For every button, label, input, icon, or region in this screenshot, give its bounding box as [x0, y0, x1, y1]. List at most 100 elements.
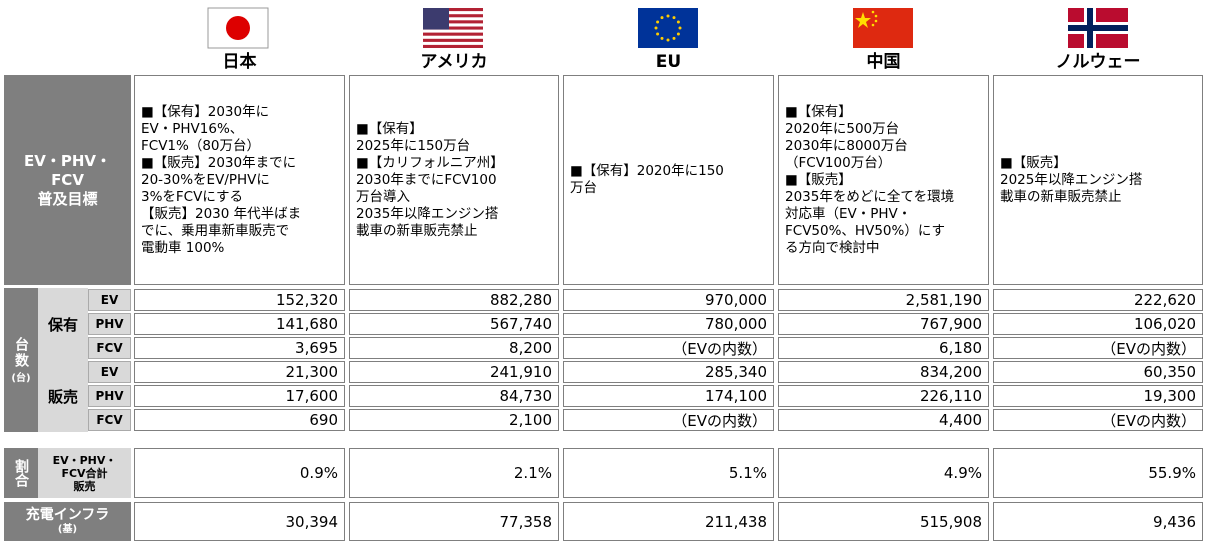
- target-line: 2025年に150万台: [356, 137, 471, 154]
- target-line: 電動車 100%: [141, 239, 225, 256]
- target-line: ■【カリフォルニア州】: [356, 154, 504, 171]
- target-line: 20-30%をEV/PHVに: [141, 171, 270, 188]
- value-cell: 690: [134, 409, 345, 431]
- target-line: EV・PHV16%、: [141, 120, 244, 137]
- target-line: 載車の新車販売禁止: [1000, 188, 1122, 205]
- flag-eu: [638, 8, 698, 48]
- infra-label-text: 充電インフラ: [25, 507, 110, 523]
- flags: [207, 7, 1128, 49]
- value-cell: （EVの内数）: [993, 337, 1203, 359]
- country-name: アメリカ: [420, 52, 488, 72]
- infra-unit: (基): [57, 524, 78, 535]
- value-cell: 17,600: [134, 385, 345, 407]
- target-line: でに、乗用車新車販売で: [141, 222, 290, 239]
- value-cell: 60,350: [993, 361, 1203, 383]
- target-line: ■【保有】2020年に150: [570, 163, 724, 179]
- flag-china: [853, 8, 913, 48]
- target-line: 万台導入: [356, 188, 410, 205]
- value-cell: （EVの内数）: [563, 337, 774, 359]
- infra-cell: 515,908: [778, 502, 989, 541]
- country-name: ノルウェー: [1055, 52, 1141, 72]
- target-line: （FCV100万台）: [785, 154, 892, 171]
- target-line: ■【販売】2030年までに: [141, 154, 297, 171]
- row-label: EV: [88, 289, 131, 311]
- share-cell: 4.9%: [778, 448, 989, 498]
- flag-usa: [423, 8, 483, 48]
- value-cell: 106,020: [993, 313, 1203, 335]
- target-cell: ■【保有】2020年に150 万台: [563, 75, 774, 285]
- target-label-line: 普及目標: [37, 189, 98, 208]
- target-label-line: EV・PHV・: [23, 151, 111, 170]
- value-cell: 174,100: [563, 385, 774, 407]
- value-cell: 970,000: [563, 289, 774, 311]
- target-line: ■【保有】2030年に: [141, 103, 270, 120]
- target-line: 2025年以降エンジン搭: [1000, 171, 1143, 188]
- value-cell: 222,620: [993, 289, 1203, 311]
- target-line: 2020年に500万台: [785, 120, 900, 137]
- value-cell: 226,110: [778, 385, 989, 407]
- target-label-line: FCV: [51, 170, 84, 189]
- target-line: 載車の新車販売禁止: [356, 222, 478, 239]
- target-line: 2030年までにFCV100: [356, 171, 497, 188]
- share-cell: 0.9%: [134, 448, 345, 498]
- value-cell: 84,730: [349, 385, 559, 407]
- value-cell: 567,740: [349, 313, 559, 335]
- target-line: る方向で検討中: [785, 239, 880, 256]
- target-line: FCV1%（80万台）: [141, 137, 261, 154]
- share-cell: 2.1%: [349, 448, 559, 498]
- value-cell: 780,000: [563, 313, 774, 335]
- value-cell: （EVの内数）: [563, 409, 774, 431]
- count-unit: (台): [11, 372, 31, 384]
- target-line: 対応車（EV・PHV・: [785, 205, 912, 222]
- target-line: ■【保有】: [356, 120, 423, 137]
- value-cell: 141,680: [134, 313, 345, 335]
- share-sublabel-line: FCV合計: [61, 466, 108, 480]
- target-line: FCV50%、HV50%）にす: [785, 222, 945, 239]
- row-label: PHV: [88, 385, 131, 407]
- share-sublabel-line: EV・PHV・: [52, 453, 117, 467]
- share-sublabel: EV・PHV・ FCV合計 販売: [38, 448, 131, 498]
- flag-norway: [1068, 8, 1128, 48]
- value-cell: 285,340: [563, 361, 774, 383]
- country-name: 日本: [222, 52, 257, 72]
- infra-cell: 77,358: [349, 502, 559, 541]
- value-cell: 6,180: [778, 337, 989, 359]
- target-line: 【販売】2030 年代半ばま: [141, 205, 302, 222]
- value-cell: 3,695: [134, 337, 345, 359]
- count-label: 台数 (台): [4, 288, 38, 432]
- target-cell: ■【保有】 2025年に150万台 ■【カリフォルニア州】 2030年までにFCV10…: [349, 75, 559, 285]
- value-cell: 882,280: [349, 289, 559, 311]
- country-name: EU: [655, 52, 682, 72]
- row-label: EV: [88, 361, 131, 383]
- target-cell: ■【保有】2030年に EV・PHV16%、 FCV1%（80万台） ■【販売】203…: [134, 75, 345, 285]
- target-line: ■【保有】: [785, 103, 852, 120]
- target-line: ■【販売】: [785, 171, 852, 188]
- infra-cell: 30,394: [134, 502, 345, 541]
- share-label-text: 割合: [13, 459, 29, 487]
- share-cell: 5.1%: [563, 448, 774, 498]
- target-line: 3%をFCVにする: [141, 188, 243, 205]
- infra-cell: 211,438: [563, 502, 774, 541]
- group-label: 保有: [38, 288, 88, 360]
- value-cell: 19,300: [993, 385, 1203, 407]
- target-label: EV・PHV・ FCV 普及目標: [4, 75, 131, 285]
- value-cell: 2,100: [349, 409, 559, 431]
- value-cell: 21,300: [134, 361, 345, 383]
- country-name: 中国: [866, 52, 901, 72]
- flag-japan: [207, 7, 269, 49]
- value-cell: 4,400: [778, 409, 989, 431]
- target-cell: ■【販売】 2025年以降エンジン搭 載車の新車販売禁止: [993, 75, 1203, 285]
- value-cell: 152,320: [134, 289, 345, 311]
- share-label: 割合: [4, 448, 38, 498]
- target-line: 万台: [570, 180, 597, 196]
- row-label: FCV: [88, 409, 131, 431]
- target-line: 2030年に8000万台: [785, 137, 908, 154]
- value-cell: 8,200: [349, 337, 559, 359]
- group-label: 販売: [38, 360, 88, 432]
- value-cell: 2,581,190: [778, 289, 989, 311]
- row-label: PHV: [88, 313, 131, 335]
- share-sublabel-line: 販売: [73, 479, 96, 493]
- value-cell: 834,200: [778, 361, 989, 383]
- target-line: 2035年以降エンジン搭: [356, 205, 499, 222]
